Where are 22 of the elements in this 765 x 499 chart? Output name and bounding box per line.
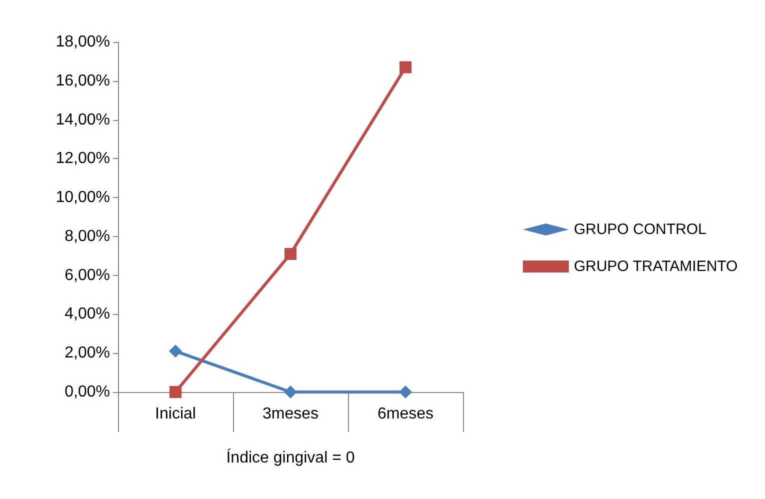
point (170, 386, 182, 398)
x-tick-label: 3meses (262, 406, 319, 422)
y-tick-label: 2,00% (64, 344, 110, 362)
legend-label: GRUPO CONTROL (574, 221, 706, 238)
x-tick-label: Inicial (155, 406, 196, 422)
y-tick-label: 10,00% (56, 189, 110, 206)
point (399, 386, 412, 398)
point (284, 248, 296, 260)
y-tick-label: 16,00% (56, 72, 110, 90)
point (284, 386, 297, 398)
y-tick-label: 8,00% (64, 228, 110, 245)
legend-label: GRUPO TRATAMIENTO (574, 258, 738, 275)
x-axis-title: Índice gingival = 0 (226, 448, 355, 466)
y-tick-label: 12,00% (56, 150, 110, 168)
y-tick-label: 6,00% (64, 266, 110, 284)
x-tick-label: 6meses (377, 406, 434, 422)
y-tick-label: 4,00% (64, 306, 110, 323)
y-tick-label: 18,00% (56, 34, 110, 50)
point (169, 344, 182, 358)
y-tick-label: 0,00% (64, 384, 110, 400)
point (400, 61, 412, 74)
y-tick-label: 14,00% (56, 111, 110, 128)
